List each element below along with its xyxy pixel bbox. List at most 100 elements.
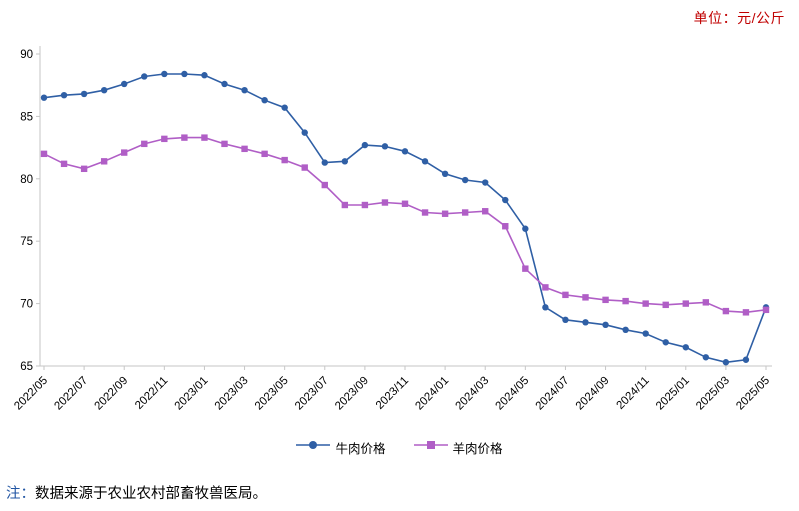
source-note: 注：数据来源于农业农村部畜牧兽医局。 xyxy=(0,482,799,503)
data-point xyxy=(60,91,68,99)
data-point xyxy=(121,80,128,88)
data-point xyxy=(301,129,308,136)
data-point xyxy=(722,307,730,315)
data-point xyxy=(562,316,569,324)
legend-marker-glyph xyxy=(413,441,448,449)
data-point xyxy=(542,284,549,291)
data-point xyxy=(421,209,429,216)
data-point xyxy=(281,156,288,164)
legend-item-beef: 牛肉价格 xyxy=(296,438,386,457)
data-point xyxy=(622,326,629,334)
note-text: 数据来源于农业农村部畜牧兽医局。 xyxy=(35,486,267,502)
data-point xyxy=(702,299,710,306)
x-tick-label: 2022/11 xyxy=(133,375,170,412)
data-point xyxy=(321,159,328,166)
x-tick-label: 2022/07 xyxy=(52,375,90,413)
data-point xyxy=(181,70,188,78)
data-point xyxy=(341,201,349,209)
series-line-1 xyxy=(43,136,767,314)
data-point xyxy=(401,200,409,207)
x-tick-label: 2024/05 xyxy=(494,375,532,413)
lamb-series-label: 羊肉价格 xyxy=(452,441,503,456)
data-point xyxy=(40,150,48,158)
x-tick-label: 2023/07 xyxy=(293,375,331,413)
data-point xyxy=(60,160,68,168)
data-point xyxy=(241,86,248,94)
data-point xyxy=(461,176,469,184)
legend-item-lamb: 羊肉价格 xyxy=(413,438,503,457)
data-point xyxy=(181,134,188,141)
data-point xyxy=(321,181,328,189)
x-tick-label: 2022/09 xyxy=(92,375,130,413)
data-point xyxy=(622,297,629,305)
data-point xyxy=(762,306,770,314)
data-point xyxy=(341,158,349,165)
data-point xyxy=(201,72,208,79)
y-tick-label: 90 xyxy=(20,49,33,61)
data-point xyxy=(702,354,710,361)
data-point xyxy=(241,145,248,153)
beef-series-marker-icon xyxy=(296,438,331,456)
chart-area: 65 70 75 80 85 90 2022/05 2022/07 2022/09 2022/11… xyxy=(0,30,799,434)
data-point xyxy=(361,201,369,209)
data-point xyxy=(441,170,449,178)
data-point xyxy=(742,356,750,363)
x-tick-label: 2024/03 xyxy=(453,375,491,413)
data-point xyxy=(522,225,529,232)
data-point xyxy=(301,164,308,171)
data-point xyxy=(582,319,589,326)
data-point xyxy=(201,134,208,141)
data-point xyxy=(381,199,389,206)
data-point xyxy=(161,135,168,143)
data-point xyxy=(502,196,509,204)
y-tick-label: 70 xyxy=(20,299,33,311)
chart-legend: 牛肉价格 羊肉价格 xyxy=(0,436,799,458)
x-tick-label: 2025/05 xyxy=(734,375,772,413)
data-point xyxy=(482,179,489,186)
y-tick-label: 80 xyxy=(20,174,33,186)
data-point xyxy=(642,300,649,307)
data-point xyxy=(100,86,108,94)
data-point xyxy=(80,90,88,98)
data-point xyxy=(742,309,750,316)
data-point xyxy=(461,209,469,216)
note-prefix: 注： xyxy=(6,486,35,502)
data-point xyxy=(141,73,148,80)
x-tick-label: 2024/01 xyxy=(413,375,451,413)
data-point xyxy=(722,359,730,366)
data-point xyxy=(261,96,268,104)
data-point xyxy=(642,330,649,337)
x-tick-label: 2024/07 xyxy=(534,375,572,413)
x-tick-label: 2025/03 xyxy=(694,375,732,413)
data-point xyxy=(602,321,609,329)
data-point xyxy=(381,143,389,150)
x-tick-label: 2023/09 xyxy=(333,375,371,413)
y-tick-label: 65 xyxy=(20,361,33,373)
data-point xyxy=(281,104,288,111)
data-point xyxy=(582,294,589,301)
y-tick-label: 75 xyxy=(20,236,33,248)
data-point xyxy=(261,150,268,158)
unit-label: 单位：元/公斤 xyxy=(693,10,785,26)
series-line-0 xyxy=(43,73,767,364)
data-point xyxy=(401,148,409,155)
data-point xyxy=(441,210,449,217)
x-tick-label: 2024/11 xyxy=(615,375,652,412)
data-point xyxy=(161,70,168,78)
data-point xyxy=(221,140,228,148)
legend-marker-glyph xyxy=(296,441,331,449)
data-point xyxy=(522,265,529,272)
data-point xyxy=(361,141,369,149)
x-tick-label: 2025/01 xyxy=(654,375,692,413)
data-point xyxy=(662,301,669,309)
data-point xyxy=(562,291,569,299)
data-point xyxy=(80,165,88,173)
x-tick-label: 2024/09 xyxy=(574,375,612,413)
unit-row: 单位：元/公斤 xyxy=(0,0,799,30)
data-point xyxy=(40,94,48,101)
data-point xyxy=(482,208,489,215)
lamb-series-marker-icon xyxy=(413,438,448,456)
y-tick-label: 85 xyxy=(20,111,33,123)
data-point xyxy=(421,158,429,165)
